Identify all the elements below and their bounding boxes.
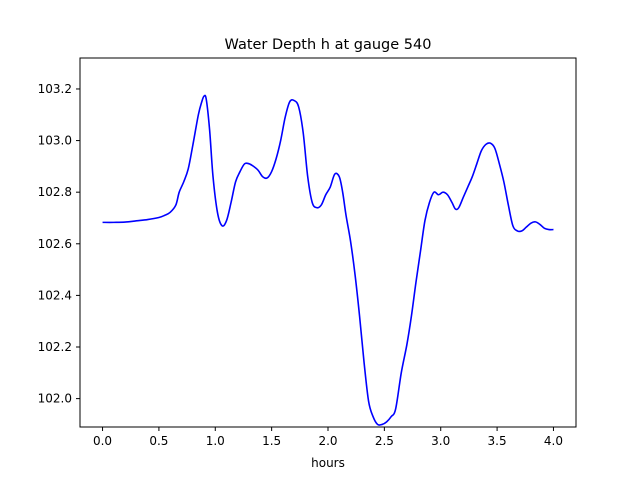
x-axis-label: hours bbox=[311, 456, 345, 470]
y-tick-label: 102.0 bbox=[38, 392, 72, 406]
x-tick-label: 3.0 bbox=[431, 434, 450, 448]
plot-area-frame bbox=[79, 57, 577, 428]
y-tick-label: 102.2 bbox=[38, 340, 72, 354]
series-line-0 bbox=[102, 94, 554, 426]
y-axis-ticks: 102.0 102.2 102.4 102.6 102.8 103.0 103.2 bbox=[38, 82, 80, 406]
x-axis-ticks: 0.0 0.5 1.0 1.5 2.0 2.5 3.0 3.5 4.0 bbox=[93, 427, 563, 448]
x-tick-label: 0.0 bbox=[93, 434, 112, 448]
y-tick-label: 102.4 bbox=[38, 288, 72, 302]
y-tick-label: 102.6 bbox=[38, 237, 72, 251]
x-tick-label: 0.5 bbox=[149, 434, 168, 448]
y-tick-label: 103.2 bbox=[38, 82, 72, 96]
x-tick-label: 1.0 bbox=[206, 434, 225, 448]
x-tick-label: 1.5 bbox=[262, 434, 281, 448]
y-tick-label: 103.0 bbox=[38, 134, 72, 148]
y-tick-label: 102.8 bbox=[38, 185, 72, 199]
x-tick-label: 2.0 bbox=[318, 434, 337, 448]
chart-title: Water Depth h at gauge 540 bbox=[225, 37, 432, 53]
x-tick-label: 4.0 bbox=[544, 434, 563, 448]
x-tick-label: 3.5 bbox=[488, 434, 507, 448]
x-tick-label: 2.5 bbox=[375, 434, 394, 448]
data-layer bbox=[102, 94, 554, 426]
